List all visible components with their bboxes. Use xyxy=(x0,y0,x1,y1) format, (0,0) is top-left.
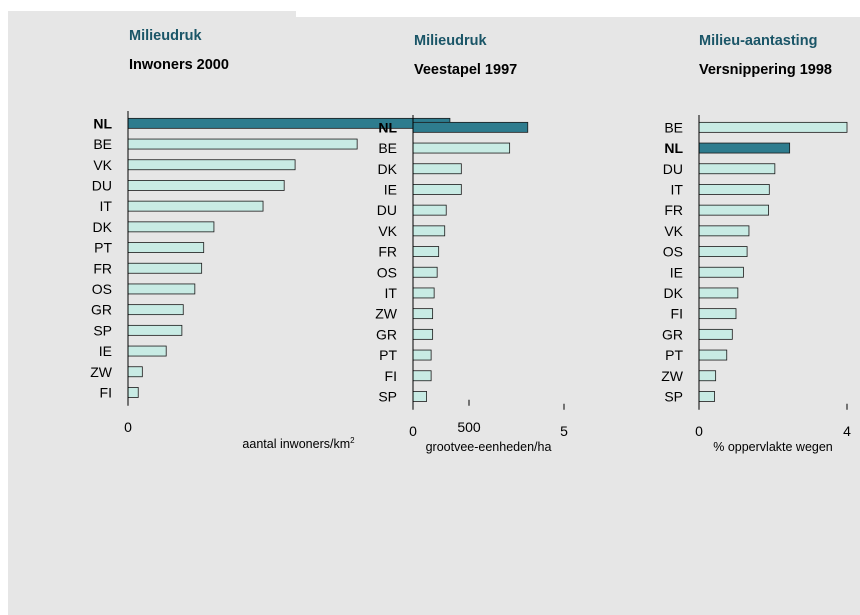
x-axis-label: % oppervlakte wegen xyxy=(713,440,833,454)
category-label: DU xyxy=(92,177,112,193)
panel-background-right xyxy=(296,17,860,615)
category-label: SP xyxy=(378,388,397,404)
category-label: IT xyxy=(385,285,398,301)
category-label: SP xyxy=(93,322,112,338)
chart-kicker: Milieu-aantasting xyxy=(699,33,818,49)
bar-it xyxy=(698,184,770,195)
chart-kicker: Milieudruk xyxy=(414,33,487,49)
x-axis-label-text: % oppervlakte wegen xyxy=(713,440,833,454)
x-tick-label: 5 xyxy=(560,423,568,439)
category-label: IE xyxy=(384,181,397,197)
bar-gr xyxy=(698,328,733,340)
bar-fi xyxy=(698,308,737,320)
category-label: FI xyxy=(100,384,112,400)
chart-title: Inwoners 2000 xyxy=(129,57,229,73)
x-axis-label-text: grootvee-eenheden/ha xyxy=(426,440,552,454)
chart-kicker: Milieudruk xyxy=(129,28,202,44)
x-axis-label-superscript: 2 xyxy=(350,436,355,445)
category-label: NL xyxy=(93,115,112,131)
category-label: VK xyxy=(93,157,112,173)
category-label: FI xyxy=(671,306,683,322)
category-label: PT xyxy=(665,347,683,363)
category-label: IE xyxy=(99,343,112,359)
category-label: OS xyxy=(377,264,397,280)
x-tick-label: 4 xyxy=(843,423,851,439)
category-label: NL xyxy=(664,140,683,156)
chart-title: Veestapel 1997 xyxy=(414,62,518,78)
bar-be xyxy=(698,121,848,133)
bar-nl xyxy=(698,142,791,154)
bar-os xyxy=(698,246,748,257)
bar-du xyxy=(698,163,776,175)
bar-ie xyxy=(698,266,744,278)
bar-vk xyxy=(698,225,750,237)
category-label: ZW xyxy=(375,306,398,322)
x-tick-label: 0 xyxy=(409,423,417,439)
x-axis-label: aantal inwoners/km2 xyxy=(242,436,355,451)
category-label: FR xyxy=(664,202,683,218)
category-label: FR xyxy=(93,260,112,276)
category-label: IT xyxy=(100,198,113,214)
chart-title: Versnippering 1998 xyxy=(699,62,832,78)
x-axis-label-text: aantal inwoners/km xyxy=(242,437,350,451)
bar-dk xyxy=(698,287,739,299)
category-label: OS xyxy=(663,244,683,260)
bar-pt xyxy=(698,349,728,361)
category-label: SP xyxy=(664,388,683,404)
category-label: VK xyxy=(664,223,683,239)
bar-fr xyxy=(698,204,769,216)
category-label: IT xyxy=(671,181,684,197)
x-axis-label: grootvee-eenheden/ha xyxy=(426,440,552,454)
category-label: DK xyxy=(378,161,398,177)
category-label: GR xyxy=(662,326,683,342)
category-label: OS xyxy=(92,281,112,297)
bar-sp xyxy=(698,391,715,402)
category-label: GR xyxy=(91,302,112,318)
category-label: DK xyxy=(93,219,113,235)
category-label: DU xyxy=(663,161,683,177)
category-label: DK xyxy=(664,285,684,301)
category-label: FR xyxy=(378,244,397,260)
category-label: BE xyxy=(93,136,112,152)
category-label: PT xyxy=(94,240,112,256)
category-label: PT xyxy=(379,347,397,363)
category-label: GR xyxy=(376,326,397,342)
x-tick-label: 500 xyxy=(457,419,481,435)
category-label: FI xyxy=(385,368,397,384)
category-label: BE xyxy=(378,140,397,156)
category-label: NL xyxy=(378,119,397,135)
x-tick-label: 0 xyxy=(695,423,703,439)
bar-zw xyxy=(698,370,717,382)
category-label: VK xyxy=(378,223,397,239)
category-label: DU xyxy=(377,202,397,218)
category-label: IE xyxy=(670,264,683,280)
category-label: ZW xyxy=(661,368,684,384)
x-tick-label: 0 xyxy=(124,419,132,435)
category-label: BE xyxy=(664,119,683,135)
category-label: ZW xyxy=(90,364,113,380)
